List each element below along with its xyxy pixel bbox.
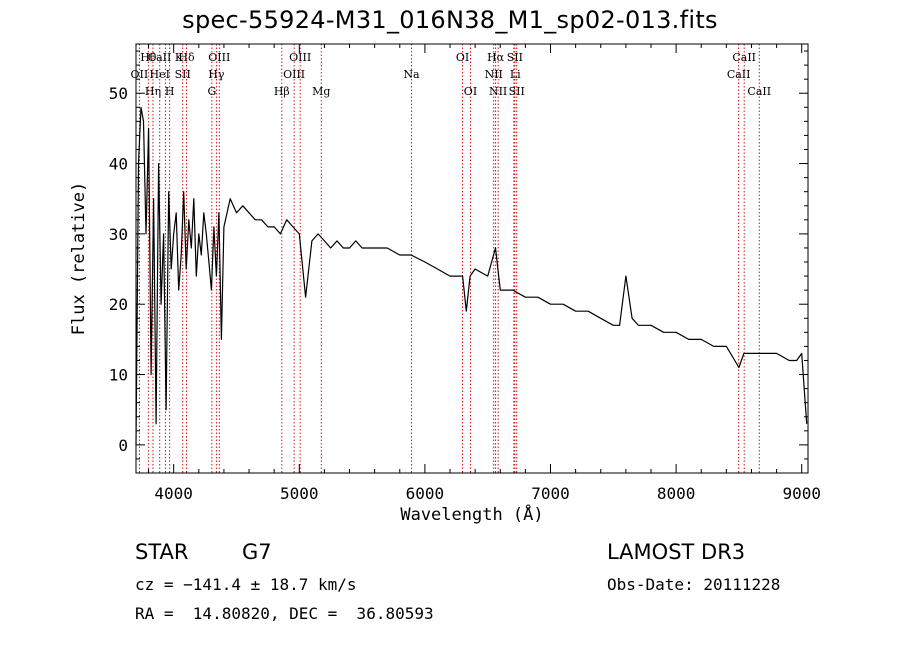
survey-name: LAMOST DR3	[607, 540, 746, 564]
line-label: Hδ	[178, 51, 195, 64]
y-tick-label: 0	[118, 436, 128, 455]
y-tick-label: 10	[109, 366, 128, 385]
x-tick-label: 4000	[154, 484, 193, 503]
line-label: H	[165, 85, 175, 98]
line-label: NII	[489, 85, 507, 98]
line-label: CaII	[727, 68, 751, 81]
line-label: OIII	[283, 68, 305, 81]
line-label: Hγ	[208, 68, 225, 81]
x-tick-label: 8000	[657, 484, 696, 503]
line-label: Li	[510, 68, 521, 81]
line-label: OIII	[208, 51, 230, 64]
redshift-cz: cz = −141.4 ± 18.7 km/s	[135, 575, 357, 594]
line-label: Na	[403, 68, 420, 81]
line-label: Hβ	[274, 85, 290, 98]
line-label: SII	[507, 51, 523, 64]
y-tick-label: 40	[109, 155, 128, 174]
line-label: SII	[175, 68, 191, 81]
x-tick-label: 6000	[406, 484, 445, 503]
y-tick-label: 20	[109, 295, 128, 314]
line-label: OI	[464, 85, 477, 98]
line-label: HeI	[150, 68, 170, 81]
observation-date: Obs-Date: 20111228	[607, 575, 781, 594]
ra-dec: RA = 14.80820, DEC = 36.80593	[135, 604, 434, 623]
x-tick-label: 7000	[531, 484, 570, 503]
line-label: Hθ	[140, 51, 157, 64]
line-label: Hα	[487, 51, 505, 64]
x-tick-label: 5000	[280, 484, 319, 503]
object-subclass: G7	[242, 540, 272, 564]
chart-title: spec-55924-M31_016N38_M1_sp02-013.fits	[182, 6, 718, 34]
line-label: SII	[509, 85, 525, 98]
object-class: STAR	[135, 540, 189, 564]
x-axis-label: Wavelength (Å)	[400, 503, 543, 525]
line-label: OI	[456, 51, 469, 64]
line-label: CaII	[747, 85, 771, 98]
line-label: OIII	[289, 51, 311, 64]
y-tick-label: 50	[109, 84, 128, 103]
y-tick-label: 30	[109, 225, 128, 244]
line-label: Hη	[145, 85, 161, 98]
line-label: CaII K	[148, 51, 184, 64]
line-label: G	[207, 85, 216, 98]
x-tick-label: 9000	[782, 484, 821, 503]
line-label: NII	[485, 68, 503, 81]
y-axis-label: Flux (relative)	[69, 182, 89, 336]
line-label: Mg	[312, 85, 330, 98]
spectrum-chart: 4000 5000 6000 7000 8000 9000 0 10 20 30 40 50 Wavel…	[69, 43, 821, 525]
line-label: CaII	[732, 51, 756, 64]
line-label: OII	[131, 68, 149, 81]
plot-frame	[135, 43, 809, 474]
spectrum-line	[135, 106, 808, 445]
